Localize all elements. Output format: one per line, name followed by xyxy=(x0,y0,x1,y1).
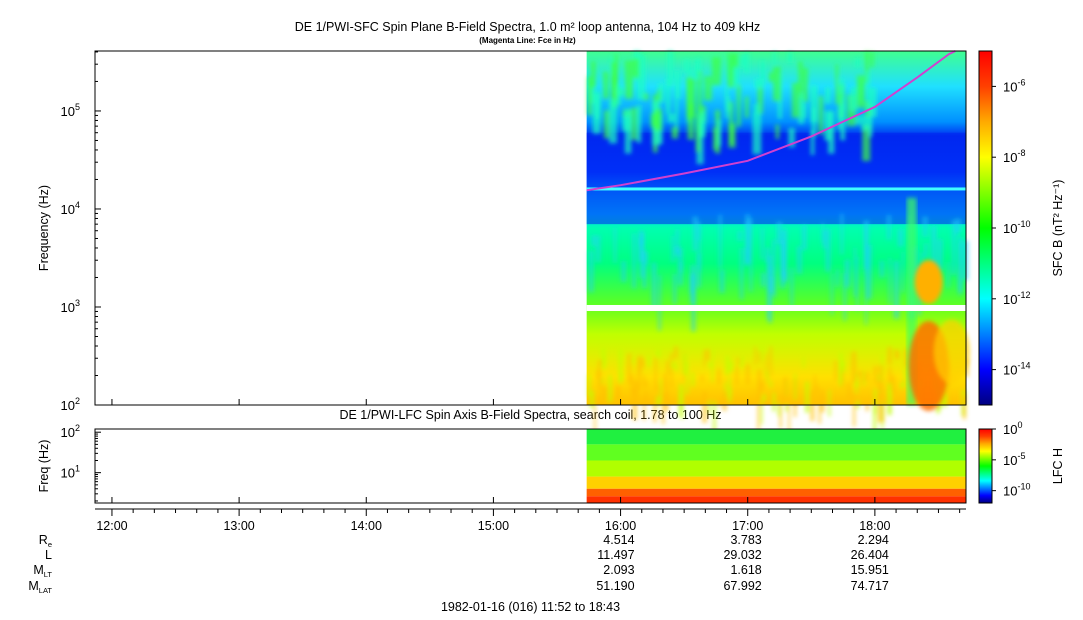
ephemeris-value: 29.032 xyxy=(723,548,761,562)
lfc-title: DE 1/PWI-LFC Spin Axis B-Field Spectra, … xyxy=(339,408,722,422)
time-tick-label: 18:00 xyxy=(859,519,890,533)
ephemeris-row-label: Re xyxy=(39,533,52,549)
sfc-colorbar-ticks: 10-6 10-8 10-10 10-12 10-14 xyxy=(992,77,1030,378)
lfc-colorbar-bar xyxy=(978,428,993,504)
ephemeris-value: 4.514 xyxy=(603,533,634,547)
sfc-auroral-emission xyxy=(906,197,970,411)
ephemeris-row-label: MLT xyxy=(33,563,52,579)
sfc-subtitle: (Magenta Line: Fce in Hz) xyxy=(479,36,576,45)
colorbar-tick-label: 10-10 xyxy=(1003,219,1030,236)
ephemeris-value: 2.093 xyxy=(603,563,634,577)
lfc-colorbar-ticks: 100 10-5 10-10 xyxy=(992,420,1030,499)
time-tick-label: 12:00 xyxy=(96,519,127,533)
colorbar-tick-label: 10-14 xyxy=(1003,361,1030,378)
colorbar-tick-label: 10-12 xyxy=(1003,290,1030,307)
ephemeris-row-label: MLAT xyxy=(28,579,52,595)
lfc-band xyxy=(586,496,966,503)
lfc-panel-frame xyxy=(94,428,967,504)
footer-time-range: 1982-01-16 (016) 11:52 to 18:43 xyxy=(440,600,621,614)
ephemeris-row-label: L xyxy=(45,548,52,562)
time-axis: 12:00 13:00 14:00 15:00 16:00 17:00 18:00 xyxy=(95,399,966,533)
colorbar-tick-label: 10-8 xyxy=(1003,148,1025,165)
time-tick-label: 17:00 xyxy=(732,519,763,533)
lfc-band xyxy=(586,460,966,477)
lfc-y-tick-label: 102 xyxy=(61,423,80,440)
sfc-spectrogram-panel: 102 103 104 105 Frequency (Hz) xyxy=(37,50,970,434)
sfc-title: DE 1/PWI-SFC Spin Plane B-Field Spectra,… xyxy=(294,20,761,34)
ephemeris-value: 11.497 xyxy=(597,548,634,562)
ephemeris-value: 74.717 xyxy=(851,579,889,593)
time-tick-label: 16:00 xyxy=(605,519,636,533)
sfc-colorbar-label: SFC B (nT² Hz⁻¹) xyxy=(1051,180,1065,277)
colorbar-tick-label: 10-5 xyxy=(1003,451,1025,468)
sfc-panel-frame xyxy=(94,50,967,406)
sfc-y-tick-label: 102 xyxy=(61,396,80,413)
sfc-noise-texture xyxy=(587,51,969,434)
lfc-band xyxy=(586,444,966,461)
sfc-background-spectrum xyxy=(586,51,966,405)
time-tick-label: 15:00 xyxy=(478,519,509,533)
sfc-spectrogram-image xyxy=(586,51,970,434)
sfc-y-axis-label: Frequency (Hz) xyxy=(37,185,51,271)
sfc-y-tick-label: 103 xyxy=(61,298,80,315)
ephemeris-value: 26.404 xyxy=(851,548,889,562)
ephemeris-table: Re 4.514 3.783 2.294 L 11.497 29.032 26.404 MLT 2… xyxy=(28,533,889,595)
ephemeris-value: 3.783 xyxy=(730,533,761,547)
lfc-spectrogram-image xyxy=(586,429,966,503)
time-tick-label: 14:00 xyxy=(351,519,382,533)
sfc-colorbar: 10-6 10-8 10-10 10-12 10-14 SFC B (nT² Hz⁻¹) xyxy=(978,50,1065,406)
lfc-y-tick-label: 101 xyxy=(61,464,80,481)
lfc-colorbar-label: LFC H xyxy=(1051,448,1065,484)
lfc-spectrogram-panel: 101 102 Freq (Hz) xyxy=(37,423,967,504)
ephemeris-value: 2.294 xyxy=(858,533,889,547)
lfc-colorbar: 100 10-5 10-10 LFC H xyxy=(978,420,1065,504)
ephemeris-value: 1.618 xyxy=(730,563,761,577)
colorbar-tick-label: 10-6 xyxy=(1003,77,1025,94)
sfc-interference-line xyxy=(586,187,966,191)
sfc-quiet-band xyxy=(586,132,966,225)
fce-line xyxy=(586,50,956,192)
ephemeris-value: 51.190 xyxy=(596,579,634,593)
colorbar-tick-label: 100 xyxy=(1003,420,1022,437)
sfc-colorbar-bar xyxy=(978,50,993,406)
sfc-y-tick-label: 104 xyxy=(61,200,80,217)
time-tick-label: 13:00 xyxy=(223,519,254,533)
lfc-band xyxy=(586,429,966,445)
ephemeris-value: 67.992 xyxy=(723,579,761,593)
sfc-y-tick-label: 105 xyxy=(61,102,80,119)
colorbar-tick-label: 10-10 xyxy=(1003,482,1030,499)
ephemeris-value: 15.951 xyxy=(851,563,889,577)
lfc-y-axis-label: Freq (Hz) xyxy=(37,440,51,493)
lfc-band xyxy=(586,476,966,489)
sfc-data-gap xyxy=(586,304,966,311)
lfc-band xyxy=(586,488,966,497)
